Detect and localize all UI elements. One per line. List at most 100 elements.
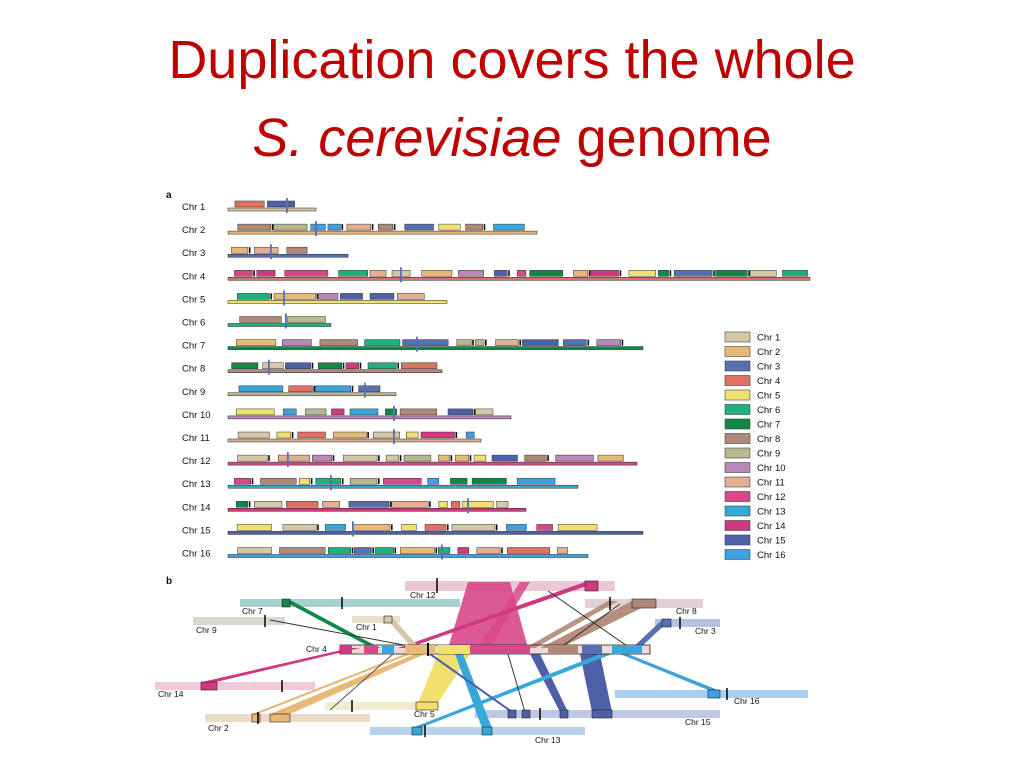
chromosome-row: Chr 9	[182, 382, 397, 398]
centromere-marker	[467, 498, 469, 514]
duplicated-block	[273, 223, 308, 231]
chromosome-row: Chr 2	[182, 221, 538, 237]
duplicated-block	[338, 270, 368, 277]
chromosome-row: Chr 12	[182, 452, 638, 468]
chromosome-label: Chr 7	[182, 341, 205, 352]
legend-swatch	[724, 331, 751, 343]
centromere-marker	[315, 221, 317, 237]
duplicated-block	[438, 501, 448, 508]
duplicated-block	[282, 524, 317, 531]
legend-swatch	[724, 418, 751, 430]
duplicated-block	[420, 431, 455, 439]
block-chr7	[281, 598, 291, 608]
duplicated-block	[364, 339, 401, 346]
block-boundary	[341, 224, 344, 231]
centromere-marker	[416, 336, 418, 352]
block-boundary	[587, 339, 590, 346]
duplicated-block	[315, 477, 342, 485]
link-thin-1	[329, 653, 394, 711]
duplicated-block	[465, 223, 483, 231]
chromosome-row: Chr 11	[182, 429, 482, 444]
chromosome-axis	[227, 415, 512, 420]
duplicated-block	[231, 246, 249, 254]
duplicated-block	[402, 339, 449, 346]
block-boundary	[713, 270, 715, 277]
ribbon-chr4-chr13-b	[412, 654, 612, 728]
chromosome-label: Chr 15	[182, 525, 211, 536]
duplicated-block	[342, 454, 378, 462]
block-chr2-b	[269, 713, 291, 723]
duplicated-block	[369, 270, 387, 277]
chromosome-axis	[227, 554, 589, 558]
duplicated-block	[454, 454, 470, 462]
link-chr4-chr15-c	[429, 653, 513, 713]
duplicated-block	[476, 547, 501, 554]
block-boundary	[248, 247, 251, 254]
legend-item: Chr 3	[724, 360, 780, 373]
block-boundary	[455, 432, 458, 438]
centromere-marker	[287, 452, 289, 468]
duplicated-block	[328, 547, 351, 554]
chromosome-axis	[227, 531, 644, 535]
duplicated-block	[401, 524, 417, 531]
ribbon-chr4-chr2	[270, 654, 425, 714]
label-chr1-b: Chr 1	[356, 622, 377, 632]
chr13-bar-b	[370, 727, 585, 735]
duplicated-block	[340, 293, 363, 300]
duplicated-block	[324, 524, 346, 531]
block-boundary	[469, 455, 472, 462]
ribbon-chr3-chr4	[632, 620, 670, 648]
duplicated-block	[237, 223, 272, 231]
ribbon-chr4-chr15	[580, 654, 612, 712]
legend-swatch	[724, 360, 751, 372]
chromosome-label: Chr 11	[182, 433, 210, 444]
panel-a-label: a	[166, 190, 172, 201]
duplicated-block	[297, 431, 326, 439]
duplicated-block	[749, 270, 777, 277]
chromosome-label: Chr 4	[182, 271, 205, 282]
duplicated-block	[235, 408, 275, 416]
duplicated-block	[234, 200, 265, 208]
legend-label: Chr 7	[757, 420, 780, 431]
duplicated-block	[237, 547, 272, 554]
legend-item: Chr 13	[724, 505, 786, 518]
block-chr13-a	[481, 726, 493, 736]
centromere-marker	[283, 290, 285, 306]
block-boundary	[341, 478, 344, 485]
chr4-seg-4	[405, 645, 435, 654]
duplicated-block	[345, 362, 359, 369]
block-boundary	[332, 455, 335, 462]
duplicated-block	[557, 524, 598, 531]
duplicated-block	[239, 316, 282, 323]
duplicated-block	[383, 477, 422, 485]
block-chr13-b	[411, 726, 423, 736]
chromosome-label: Chr 2	[182, 225, 205, 236]
duplicated-block	[349, 477, 378, 485]
block-boundary	[268, 455, 270, 462]
chromosome-axis	[227, 392, 397, 397]
legend-label: Chr 3	[757, 362, 780, 373]
duplicated-block	[516, 270, 527, 277]
duplicated-block	[287, 316, 326, 323]
duplicated-block	[273, 293, 316, 300]
duplicated-block	[322, 501, 340, 508]
block-boundary	[248, 501, 251, 508]
block-chr8	[631, 598, 657, 609]
centromere-marker	[352, 521, 354, 537]
duplicated-block	[563, 339, 587, 346]
ribbon-chr14-chr4	[202, 648, 360, 682]
block-boundary	[485, 339, 487, 346]
link-thin-4	[507, 653, 526, 713]
duplicated-block	[657, 270, 669, 277]
legend-item: Chr 5	[724, 389, 780, 402]
duplicated-block	[358, 385, 381, 393]
duplicated-block	[267, 200, 295, 208]
chromosome-axis	[227, 253, 349, 258]
legend-label: Chr 9	[757, 449, 780, 460]
block-boundary	[435, 547, 438, 554]
chromosome-label: Chr 13	[182, 479, 211, 490]
chromosome-rows: Chr 1 Chr 2 Chr 3 Chr 4 Chr 5 Chr 6 Chr 7 Chr 8…	[182, 198, 811, 560]
duplicated-block	[536, 524, 553, 531]
legend-swatch	[724, 476, 751, 488]
legend-swatch	[724, 389, 751, 401]
